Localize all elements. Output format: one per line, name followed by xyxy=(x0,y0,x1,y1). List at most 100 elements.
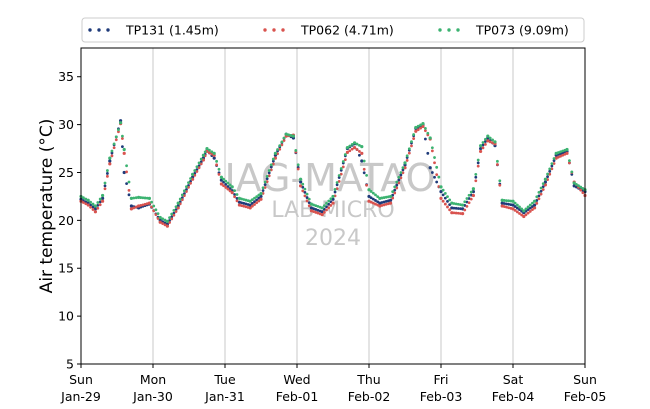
data-point xyxy=(412,133,416,136)
data-point xyxy=(570,173,574,176)
data-point xyxy=(250,201,254,205)
data-point xyxy=(498,179,502,183)
data-point xyxy=(112,146,116,150)
data-point xyxy=(117,128,120,132)
data-point xyxy=(435,180,439,184)
x-tick-label-day: Wed xyxy=(283,372,310,387)
data-point xyxy=(465,197,469,200)
data-point xyxy=(263,186,267,189)
data-point xyxy=(369,196,373,200)
data-point xyxy=(493,140,497,144)
data-point xyxy=(233,189,237,193)
data-point xyxy=(121,137,124,140)
data-point xyxy=(384,200,388,203)
data-point xyxy=(235,196,239,200)
data-point xyxy=(471,187,475,191)
data-point xyxy=(380,201,384,204)
data-point xyxy=(263,180,267,184)
data-point xyxy=(358,150,361,153)
data-point xyxy=(312,203,315,207)
data-point xyxy=(180,196,184,200)
data-point xyxy=(481,141,485,144)
data-point xyxy=(397,178,401,182)
data-point xyxy=(273,151,277,155)
data-point xyxy=(320,206,324,210)
data-point xyxy=(284,132,288,136)
x-tick-label-date: Feb-01 xyxy=(276,389,319,404)
data-point xyxy=(414,129,418,133)
data-point xyxy=(210,152,214,156)
data-point xyxy=(443,191,447,195)
data-point xyxy=(185,188,188,191)
data-point xyxy=(439,190,443,194)
data-point xyxy=(242,201,246,205)
series-3 xyxy=(79,121,587,223)
y-tick-label: 35 xyxy=(58,69,74,84)
data-point xyxy=(362,159,366,163)
data-point xyxy=(106,169,109,172)
data-point xyxy=(325,201,328,205)
data-point xyxy=(152,209,156,213)
data-point xyxy=(446,205,449,209)
data-point xyxy=(488,136,492,140)
data-point xyxy=(528,209,532,213)
data-point xyxy=(358,153,361,157)
data-point xyxy=(450,206,454,210)
data-point xyxy=(233,195,237,199)
data-point xyxy=(581,191,585,195)
data-point xyxy=(454,202,458,206)
data-point xyxy=(511,203,515,207)
data-point xyxy=(428,136,432,140)
data-point xyxy=(172,209,176,212)
data-point xyxy=(550,167,554,171)
data-point xyxy=(430,171,434,174)
data-point xyxy=(172,213,176,217)
data-point xyxy=(577,184,580,188)
data-point xyxy=(419,126,422,130)
data-point xyxy=(129,204,133,208)
legend-marker xyxy=(106,28,110,32)
data-point xyxy=(537,194,541,198)
data-point xyxy=(98,200,102,204)
data-point xyxy=(240,201,243,205)
data-point xyxy=(235,193,239,196)
data-point xyxy=(158,215,162,220)
plot-frame xyxy=(80,47,586,365)
data-point xyxy=(265,174,269,178)
data-point xyxy=(559,154,562,158)
data-point xyxy=(289,134,293,137)
data-point xyxy=(543,180,548,184)
data-point xyxy=(433,161,436,165)
data-point xyxy=(261,186,265,190)
watermark-line-3: 2024 xyxy=(305,226,361,251)
data-point xyxy=(543,183,548,187)
data-point xyxy=(93,207,97,211)
data-point xyxy=(528,206,532,210)
data-point xyxy=(127,193,131,197)
data-point xyxy=(233,193,237,196)
data-point xyxy=(541,188,545,191)
data-point xyxy=(137,195,141,199)
series-1 xyxy=(79,119,587,226)
data-point xyxy=(226,187,230,191)
data-point xyxy=(345,145,349,150)
data-point xyxy=(248,199,252,203)
data-point xyxy=(106,172,109,175)
data-point xyxy=(401,171,405,175)
data-point xyxy=(450,201,454,205)
data-point xyxy=(433,175,436,179)
data-point xyxy=(114,138,118,142)
data-point xyxy=(84,200,88,204)
data-point xyxy=(242,204,246,208)
data-point xyxy=(301,182,305,186)
data-point xyxy=(421,122,425,126)
data-point xyxy=(191,172,195,176)
data-point xyxy=(187,181,190,185)
data-point xyxy=(170,212,174,216)
data-point xyxy=(405,154,409,158)
data-point xyxy=(378,196,382,200)
data-point xyxy=(101,199,105,203)
data-point xyxy=(502,199,506,202)
data-point xyxy=(572,181,576,185)
data-point xyxy=(271,159,275,163)
